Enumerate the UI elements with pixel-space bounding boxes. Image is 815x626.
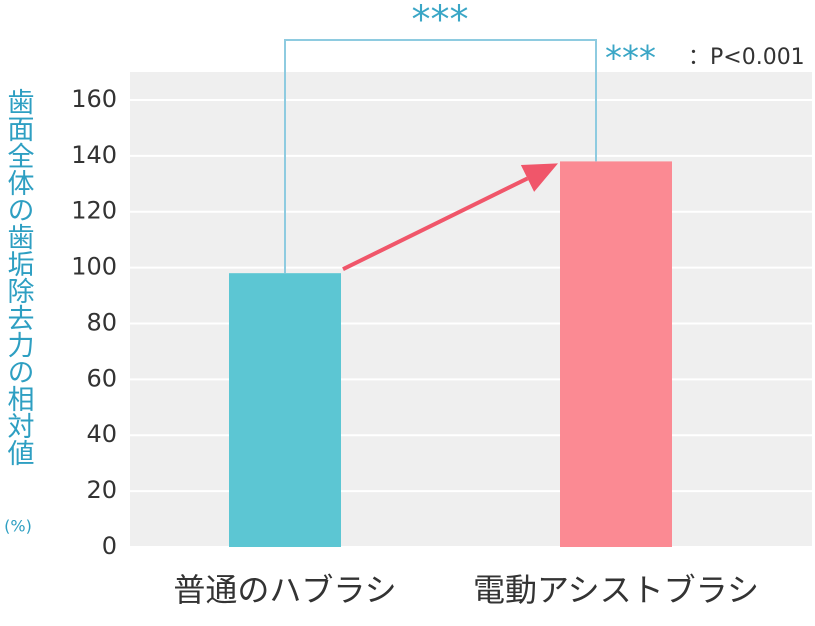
y-tick-label: 0 [102, 532, 117, 560]
y-axis-unit: (%) [4, 517, 32, 536]
arrow-head [520, 163, 558, 192]
y-axis-label: 歯面全体の歯垢除去力の相対値 [3, 88, 35, 466]
y-tick-label: 40 [86, 420, 117, 448]
y-tick-label: 120 [71, 197, 117, 225]
y-tick-label: 160 [71, 85, 117, 113]
y-tick-label: 80 [86, 308, 117, 336]
y-tick-label: 20 [86, 476, 117, 504]
x-tick-label: 普通のハブラシ [173, 571, 396, 609]
bar [560, 161, 672, 548]
bar [229, 273, 341, 547]
arrow-shaft [342, 176, 529, 271]
significance-bracket [284, 39, 597, 274]
y-tick-label: 60 [86, 364, 117, 392]
significance-note: ：P<0.001 [688, 45, 805, 70]
significance-mark: *** [412, 0, 469, 42]
significance-note-mark: *** [605, 39, 656, 79]
x-tick-label: 電動アシストブラシ [473, 571, 759, 609]
y-tick-label: 100 [71, 253, 117, 281]
y-tick-label: 140 [71, 141, 117, 169]
